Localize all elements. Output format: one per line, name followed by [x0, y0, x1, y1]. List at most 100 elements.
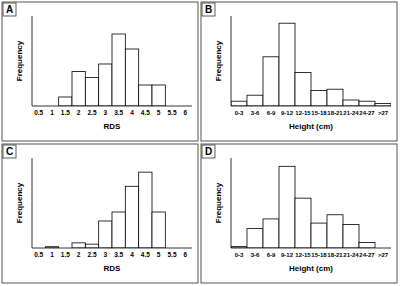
- x-tick-label: 15-18: [311, 252, 327, 258]
- x-tick-label: >27: [378, 110, 389, 116]
- y-axis-label: Frequency: [15, 40, 24, 81]
- bar: [152, 212, 165, 248]
- x-tick-label: 4.5: [141, 251, 150, 258]
- x-tick-label: 24-27: [359, 110, 375, 116]
- x-tick-label: 1.5: [61, 251, 70, 258]
- x-tick-label: 3.5: [114, 109, 123, 116]
- bar: [99, 221, 112, 248]
- y-axis: [231, 16, 232, 106]
- bar: [152, 85, 165, 106]
- x-axis-label: Height (cm): [289, 122, 333, 131]
- bar: [279, 23, 295, 106]
- bar: [112, 212, 125, 248]
- bar: [125, 49, 138, 106]
- x-tick-label: 4: [130, 251, 134, 258]
- x-tick-label: 0.5: [34, 109, 43, 116]
- x-tick-label: 3: [104, 109, 108, 116]
- y-axis: [32, 158, 33, 248]
- panel: C 0.5 1 1.5 2 2.5 3 3.5 4 4.5 5 5.5 6 RDS Frequency: [2, 144, 198, 283]
- bar: [72, 72, 85, 107]
- panel: B0-33-66-99-1212-1515-1818-2121-2424-27>…: [201, 2, 397, 141]
- y-axis: [32, 16, 33, 106]
- x-axis: [32, 248, 192, 249]
- panel: D0-33-66-99-1212-1515-1818-2121-2424-27>…: [201, 144, 397, 283]
- x-axis-label: Height (cm): [289, 264, 333, 273]
- bar: [263, 219, 279, 248]
- x-tick-label: 9-12: [281, 252, 294, 258]
- x-tick-label: 18-21: [327, 252, 343, 258]
- x-tick-label: 5: [157, 251, 161, 258]
- bar: [125, 186, 138, 248]
- x-axis-label: RDS: [104, 264, 122, 273]
- x-axis-label: RDS: [104, 122, 122, 131]
- panel-letter-box: [3, 3, 16, 16]
- x-tick-label: 2: [77, 109, 81, 116]
- x-tick-label: >27: [378, 252, 389, 258]
- y-axis-label: Frequency: [214, 40, 223, 81]
- bar: [327, 89, 343, 106]
- x-tick-label: 5.5: [167, 109, 176, 116]
- bars: [231, 23, 391, 106]
- x-tick-label: 3-6: [251, 110, 260, 116]
- bar: [247, 95, 263, 106]
- bar: [343, 100, 359, 106]
- x-tick-label: 6: [184, 109, 188, 116]
- bar: [295, 72, 311, 106]
- bar: [359, 101, 375, 106]
- x-axis: [231, 106, 391, 107]
- x-tick-label: 0-3: [235, 252, 244, 258]
- x-tick-label: 4.5: [141, 109, 150, 116]
- x-tick-label: 2: [77, 251, 81, 258]
- panel-frame: [201, 2, 397, 141]
- x-tick-label: 3: [104, 251, 108, 258]
- panel-frame: [2, 144, 198, 283]
- panel-letter: C: [6, 146, 13, 157]
- y-axis: [231, 158, 232, 248]
- bar: [279, 166, 295, 248]
- x-tick-label: 6-9: [267, 110, 276, 116]
- bar: [311, 223, 327, 248]
- x-tick-label: 12-15: [295, 252, 311, 258]
- x-tick-label: 3.5: [114, 251, 123, 258]
- x-tick-label: 6: [184, 251, 188, 258]
- bar: [112, 34, 125, 106]
- x-tick-label: 1: [50, 109, 54, 116]
- x-tick-label: 4: [130, 109, 134, 116]
- bar: [85, 244, 98, 248]
- panel-letter: A: [6, 4, 13, 15]
- x-tick-label: 12-15: [295, 110, 311, 116]
- x-tick-label: 2.5: [87, 109, 96, 116]
- panel-letter-box: [202, 3, 215, 16]
- bar: [295, 198, 311, 248]
- y-axis-label: Frequency: [15, 182, 24, 223]
- x-tick-label: 5: [157, 109, 161, 116]
- bar: [59, 97, 72, 106]
- bars: [231, 166, 375, 248]
- x-tick-label: 0-3: [235, 110, 244, 116]
- bar: [247, 229, 263, 248]
- x-tick-label: 5.5: [167, 251, 176, 258]
- bar: [327, 215, 343, 248]
- x-tick-label: 18-21: [327, 110, 343, 116]
- x-tick-label: 1: [50, 251, 54, 258]
- bar: [85, 78, 98, 107]
- bar: [72, 243, 85, 248]
- panel: A0.511.522.533.544.555.56RDSFrequency: [2, 2, 198, 141]
- x-tick-label: 9-12: [281, 110, 294, 116]
- bar: [231, 101, 247, 106]
- bar: [343, 224, 359, 248]
- x-tick-label: 2.5: [87, 251, 96, 258]
- bar: [311, 90, 327, 106]
- panel-frame: [201, 144, 397, 283]
- x-tick-label: 15-18: [311, 110, 327, 116]
- bar: [139, 85, 152, 106]
- x-tick-label: 6-9: [267, 252, 276, 258]
- bar: [359, 242, 375, 248]
- bars: [45, 172, 165, 248]
- x-tick-label: 0.5: [34, 251, 43, 258]
- x-axis: [32, 106, 192, 107]
- bars: [59, 34, 166, 106]
- panel-letter-box: [3, 145, 16, 158]
- panel-frame: [2, 2, 198, 141]
- y-axis-label: Frequency: [214, 182, 223, 223]
